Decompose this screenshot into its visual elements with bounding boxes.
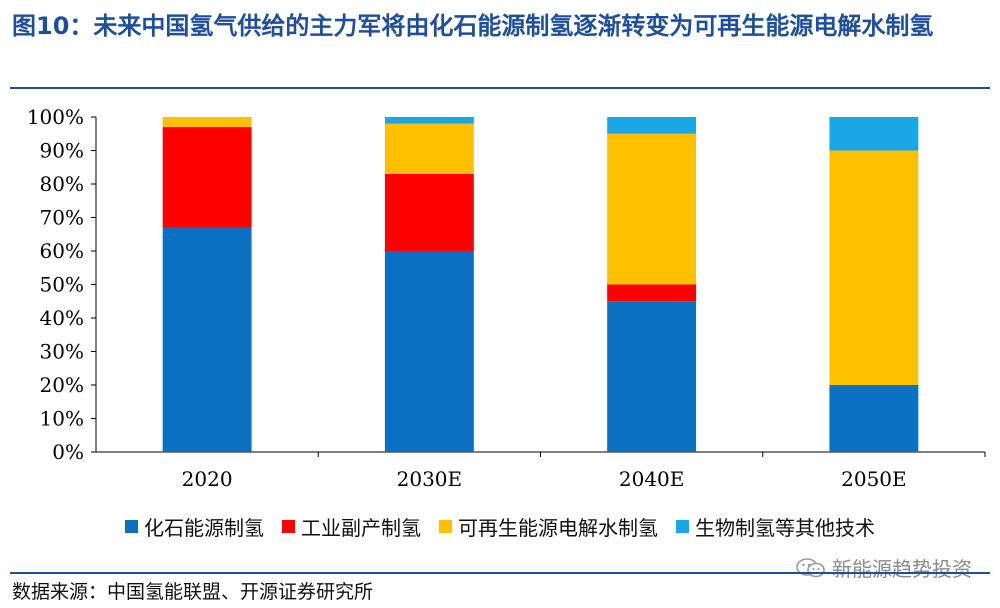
wechat-icon (796, 557, 825, 577)
x-tick-label: 2050E (841, 467, 907, 491)
bar-segment (384, 117, 474, 124)
bar-segment (829, 117, 919, 151)
y-tick-label: 40% (40, 306, 84, 330)
x-tick-label: 2040E (619, 467, 685, 491)
bar-segment (162, 117, 252, 128)
x-tick-label: 2030E (397, 467, 463, 491)
legend-item: 可再生能源电解水制氢 (439, 512, 658, 541)
legend-item: 生物制氢等其他技术 (676, 512, 875, 541)
y-tick-label: 80% (40, 172, 84, 196)
bar-segment (607, 301, 697, 452)
chart-title: 图10：未来中国氢气供给的主力军将由化石能源制氢逐渐转变为可再生能源电解水制氢 (12, 12, 934, 40)
bar-segment (162, 227, 252, 452)
y-tick-label: 100% (27, 105, 84, 129)
legend-label: 可再生能源电解水制氢 (458, 515, 658, 540)
y-tick-label: 90% (40, 139, 84, 163)
bar-segment (829, 385, 919, 452)
bar-segment (607, 284, 697, 302)
legend-swatch (282, 519, 295, 533)
chart-legend: 化石能源制氢 工业副产制氢 可再生能源电解水制氢 生物制氢等其他技术 (0, 508, 1000, 544)
y-tick-label: 10% (40, 407, 84, 431)
bar-segment (829, 150, 919, 385)
data-source: 数据来源：中国氢能联盟、开源证券研究所 (12, 581, 374, 603)
y-tick-label: 60% (40, 239, 84, 263)
legend-label: 工业副产制氢 (301, 515, 421, 540)
legend-swatch (125, 519, 138, 533)
bar-segment (384, 123, 474, 174)
legend-item: 化石能源制氢 (125, 512, 264, 541)
y-tick-label: 30% (40, 340, 84, 364)
y-tick-label: 20% (40, 373, 84, 397)
x-tick-label: 2020 (182, 467, 233, 491)
legend-swatch (676, 519, 689, 533)
footer-divider (10, 572, 990, 574)
bar-segment (162, 127, 252, 228)
bar-segment (384, 251, 474, 452)
y-tick-label: 50% (40, 273, 84, 297)
legend-label: 生物制氢等其他技术 (695, 515, 875, 540)
watermark: 新能源趋势投资 (796, 553, 972, 582)
legend-swatch (439, 519, 452, 533)
watermark-text: 新能源趋势投资 (832, 557, 972, 581)
y-tick-label: 70% (40, 206, 84, 230)
bar-segment (384, 173, 474, 251)
bar-segment (607, 117, 697, 134)
legend-item: 工业副产制氢 (282, 512, 421, 541)
bar-segment (607, 133, 697, 285)
title-divider (10, 87, 990, 89)
y-tick-label: 0% (52, 440, 84, 464)
legend-label: 化石能源制氢 (144, 515, 264, 540)
stacked-bar-chart: 0% 10% 20% 30% 40% 50% 60% 70% 80% 90% 100% 2020 203… (27, 105, 986, 491)
